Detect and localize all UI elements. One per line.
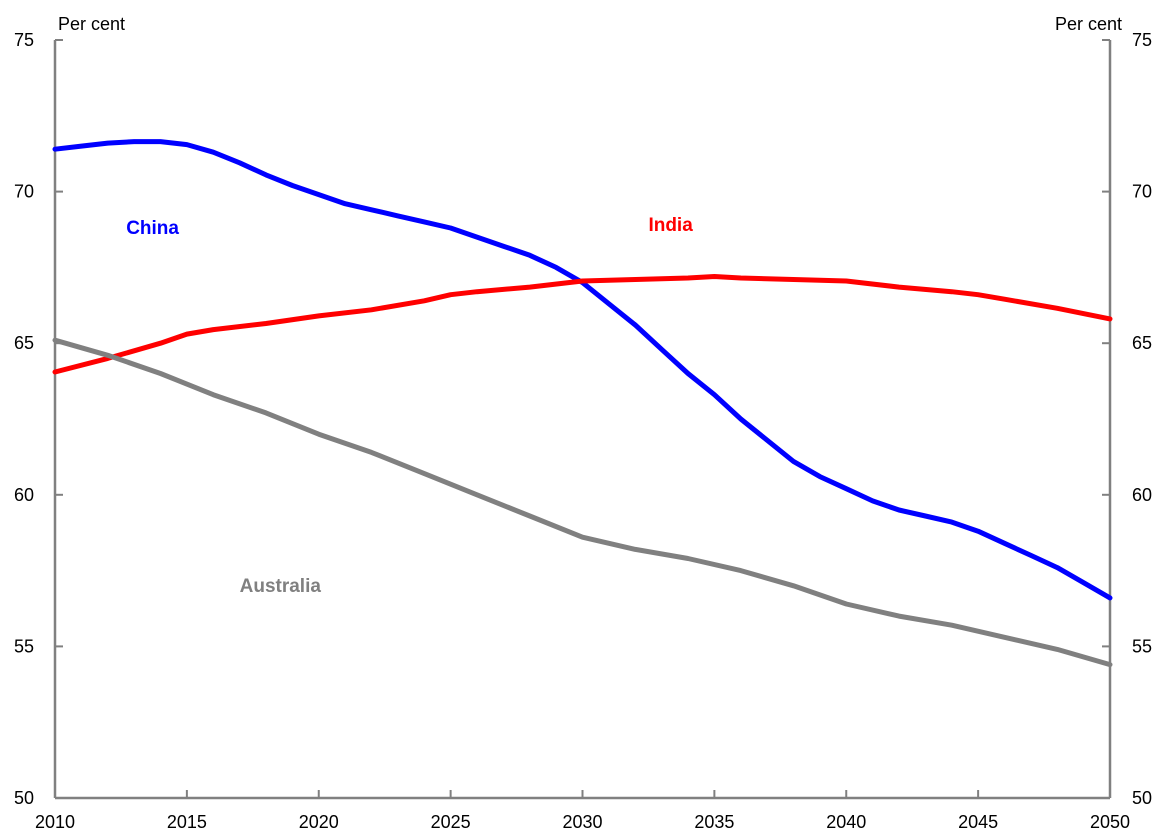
right-y-tick-label: 50	[1132, 788, 1152, 808]
x-tick-label: 2015	[167, 812, 207, 832]
left-y-tick-label: 50	[14, 788, 34, 808]
right-y-tick-label: 60	[1132, 485, 1152, 505]
series-layer	[52, 139, 1113, 668]
right-y-tick-label: 70	[1132, 182, 1152, 202]
left-y-tick-label: 75	[14, 30, 34, 50]
x-tick-label: 2020	[299, 812, 339, 832]
left-y-tick-label: 65	[14, 333, 34, 353]
x-tick-label: 2045	[958, 812, 998, 832]
left-y-tick-label: 60	[14, 485, 34, 505]
right-y-tick-label: 65	[1132, 333, 1152, 353]
x-tick-label: 2035	[694, 812, 734, 832]
india-label: India	[648, 215, 693, 236]
india-line	[52, 274, 1113, 375]
right-y-tick-label: 55	[1132, 636, 1152, 656]
x-tick-label: 2030	[562, 812, 602, 832]
x-tick-label: 2025	[431, 812, 471, 832]
china-label: China	[126, 218, 179, 239]
china-line	[52, 139, 1113, 601]
axes: 50 50 55 55 60 60 65 65 70 70 75 75 2010 2015 2020 2025…	[14, 14, 1152, 832]
x-tick-label: 2040	[826, 812, 866, 832]
left-unit-label: Per cent	[58, 14, 125, 34]
x-tick-label: 2050	[1090, 812, 1130, 832]
left-y-tick-label: 55	[14, 636, 34, 656]
x-tick-label: 2010	[35, 812, 75, 832]
australia-label: Australia	[240, 576, 322, 597]
australia-line	[52, 337, 1113, 668]
right-unit-label: Per cent	[1055, 14, 1122, 34]
labels-layer: China India Australia	[126, 215, 693, 597]
right-y-tick-label: 75	[1132, 30, 1152, 50]
left-y-tick-label: 70	[14, 182, 34, 202]
